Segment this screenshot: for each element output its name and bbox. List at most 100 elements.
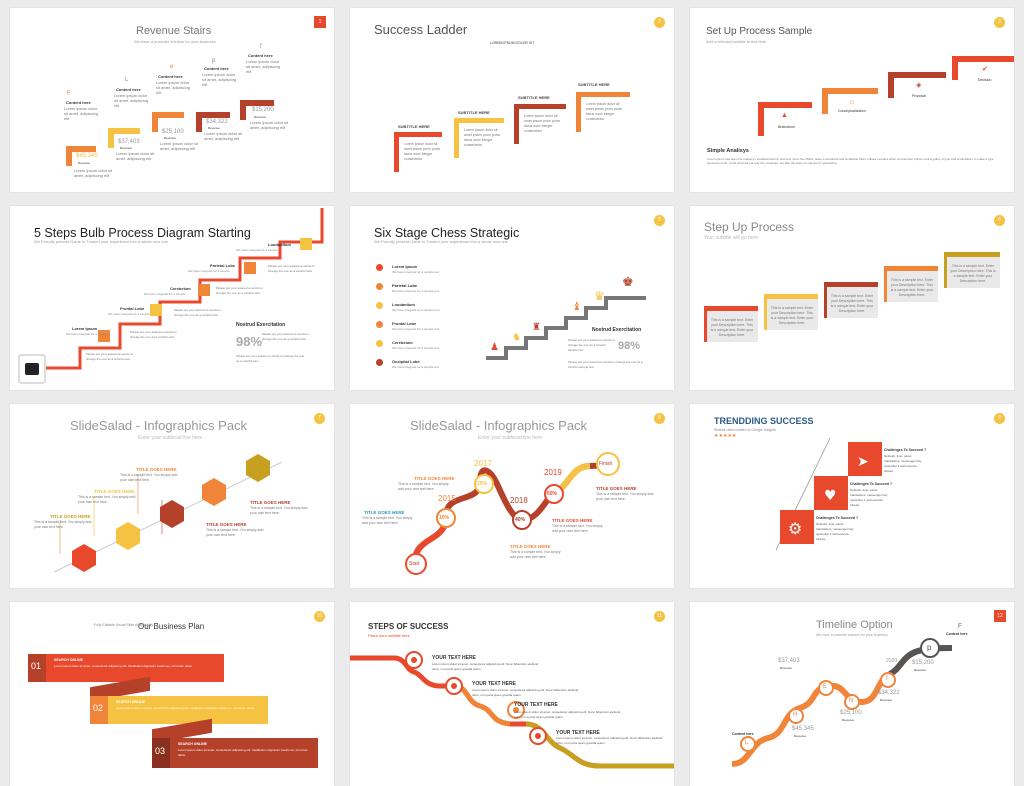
item-label: Cerebelum (392, 340, 413, 345)
title-goes-here: TITLE GOES HERE (364, 510, 405, 515)
revenue-sublabel: Revenue (880, 698, 893, 702)
revenue-value: $25,100 (162, 129, 184, 135)
slide-timeline-option[interactable]: 12 Timeline Option We have a powerful so… (690, 602, 1014, 786)
step-body: We have integrate for a sample (108, 312, 150, 316)
stat-body: Please put your awesome words to change … (262, 332, 309, 341)
step-label: Content here (116, 87, 141, 92)
slide-business-plan[interactable]: 10 Our Business Plan Fully Editable Visu… (10, 602, 334, 786)
stair-step (152, 112, 184, 118)
title-goes-here: TITLE GOES HERE (94, 489, 135, 494)
heading-body: This is a sample text. You simply add yo… (206, 528, 264, 537)
bulb-path (40, 208, 324, 370)
revenue-value: $45,345 (792, 726, 814, 732)
step-label: Frontal Lobe (120, 306, 145, 311)
slide-title: Timeline Option (816, 619, 893, 631)
item-body: We have integrate for a sample text (392, 270, 440, 274)
stat-value: 98% (236, 334, 263, 349)
stat-title: Nostrud Exercitation (236, 322, 286, 328)
slide-subtitle: We have a powerful solution for your bus… (816, 633, 888, 637)
slide-number-badge: 1 (314, 16, 326, 28)
slide-title: Our Business Plan (138, 622, 205, 631)
svg-text:♚: ♚ (622, 275, 634, 290)
stat-body: Please put your awesome words to change … (568, 338, 615, 352)
stat-title: Nostrud Exercitation (592, 327, 642, 333)
step-heading: SEARCH ONLINE (54, 658, 83, 662)
challenge-title: Challenges To Succeed ? (850, 482, 893, 486)
stat-desc: Please put your awesome words to change … (236, 354, 305, 363)
slide-number-badge: 2 (654, 17, 665, 28)
revenue-sublabel: Revenue (780, 666, 793, 670)
slide-subtitle: Slidebir demo written to Google Insights (714, 428, 776, 432)
item-icon (376, 264, 383, 271)
slide-success-ladder[interactable]: 2 Success Ladder LOREM IPSUM DOLOR SIT S… (350, 8, 674, 192)
step-label: Content here (248, 53, 273, 58)
desc-text: Please put your awesome words to change … (216, 286, 263, 295)
slide-infographics-hex[interactable]: 7 SlideSalad - Infographics Pack Enter y… (10, 404, 334, 588)
step-box (764, 294, 818, 330)
title-goes-here: TITLE GOES HERE (510, 544, 551, 549)
title-goes-here: TITLE GOES HERE (50, 514, 91, 519)
percent: 10% (439, 515, 450, 521)
slide-bulb-process[interactable]: 5 Steps Bulb Process Diagram Starting We… (10, 206, 334, 390)
step-heading: SEARCH ONLINE (178, 742, 207, 746)
slide-setup-process[interactable]: 3 Set Up Process Sample Add a relevant s… (690, 8, 1014, 192)
slide-revenue-stairs[interactable]: 1 Revenue Stairs We have a powerful solu… (10, 8, 334, 192)
slide-subtitle: Place your subtitle here (368, 633, 410, 638)
step-body: Lorem ipsum dolor sit amet ipsum proin p… (464, 128, 500, 147)
desc-text: Please put your awesome words to change … (130, 330, 177, 339)
item-icon (376, 340, 383, 347)
content-label: Content here (732, 732, 754, 736)
item-label: Parietal Lobe (392, 283, 418, 288)
step-label: Decision (978, 78, 992, 82)
step-body: Lorem ipsum dolor sit amet, consectetur … (116, 706, 255, 710)
step-icon (300, 238, 312, 250)
plan-ribbon (170, 738, 318, 768)
heading-body: This is a sample text. You simply add yo… (120, 473, 178, 482)
step-number-block (152, 738, 170, 768)
slide-infographics-timeline[interactable]: 8 SlideSalad - Infographics Pack Enter y… (350, 404, 674, 588)
steps-path (350, 651, 674, 769)
slide-number-badge: 6 (994, 215, 1005, 226)
revenue-sublabel: Revenue (78, 161, 91, 165)
title-goes-here: TITLE GOES HERE (136, 467, 177, 472)
step-text: This is a sample text. Enter your Descri… (890, 278, 934, 297)
stair-riser (196, 112, 202, 132)
title-goes-here: TITLE GOES HERE (552, 518, 593, 523)
step-box (944, 252, 1000, 288)
title-goes-here: TITLE GOES HERE (206, 522, 247, 527)
slide-number-badge: 7 (314, 413, 325, 424)
slide-steps-of-success[interactable]: 11 STEPS OF SUCCESS Place your subtitle … (350, 602, 674, 786)
step-body: Lorem ipsum dolor sit amet, consectetur … (556, 736, 663, 745)
step-title: SUBTITLE HERE (578, 82, 610, 87)
ladder-riser (454, 118, 459, 158)
slide-trendding-success[interactable]: 9 TRENDDING SUCCESS Slidebir demo writte… (690, 404, 1014, 588)
slide-number-badge: 9 (994, 413, 1005, 424)
desc-text: Please put your awesome words to change … (86, 352, 133, 361)
ladder-step (454, 118, 504, 123)
step-title: SUBTITLE HERE (518, 95, 550, 100)
revenue-sublabel: Revenue (120, 146, 133, 150)
slide-step-up-process[interactable]: 6 Step Up Process Your subtitle will go … (690, 206, 1014, 390)
slide-number-badge: 8 (654, 413, 665, 424)
slide-title: STEPS OF SUCCESS (368, 622, 449, 631)
stair-riser (240, 100, 246, 120)
heading-body: This is a sample text. You simply add yo… (78, 495, 136, 504)
heading-body: This is a sample text. You simply add yo… (552, 524, 603, 533)
value-body: Lorem ipsum dolor sit amet, adipiscing e… (204, 131, 243, 141)
process-step (822, 88, 878, 94)
title-goes-here: TITLE GOES HERE (414, 476, 455, 481)
year: 2015 (438, 494, 456, 503)
step-body: Lorem ipsum dolor sit amet, adipiscing e… (246, 59, 281, 74)
heading-body: This is a sample text. You simply add yo… (596, 492, 654, 501)
slide-number-badge: 10 (314, 611, 325, 622)
step-icon (150, 304, 162, 316)
finish-label: Finish (599, 461, 613, 467)
decision-icon: ✔ (982, 66, 988, 73)
stat-value: 98% (618, 340, 641, 352)
slide-chess-strategic[interactable]: 5 Six Stage Chess Strategic We Proudly p… (350, 206, 674, 390)
revenue-sublabel: Revenue (794, 734, 807, 738)
value-body: Lorem ipsum dolor sit amet, adipiscing e… (250, 120, 289, 130)
timeline-letter: N (849, 698, 854, 704)
step-body: Lorem ipsum dolor sit amet, consectetur … (514, 710, 621, 719)
step-icon: F (67, 91, 71, 97)
